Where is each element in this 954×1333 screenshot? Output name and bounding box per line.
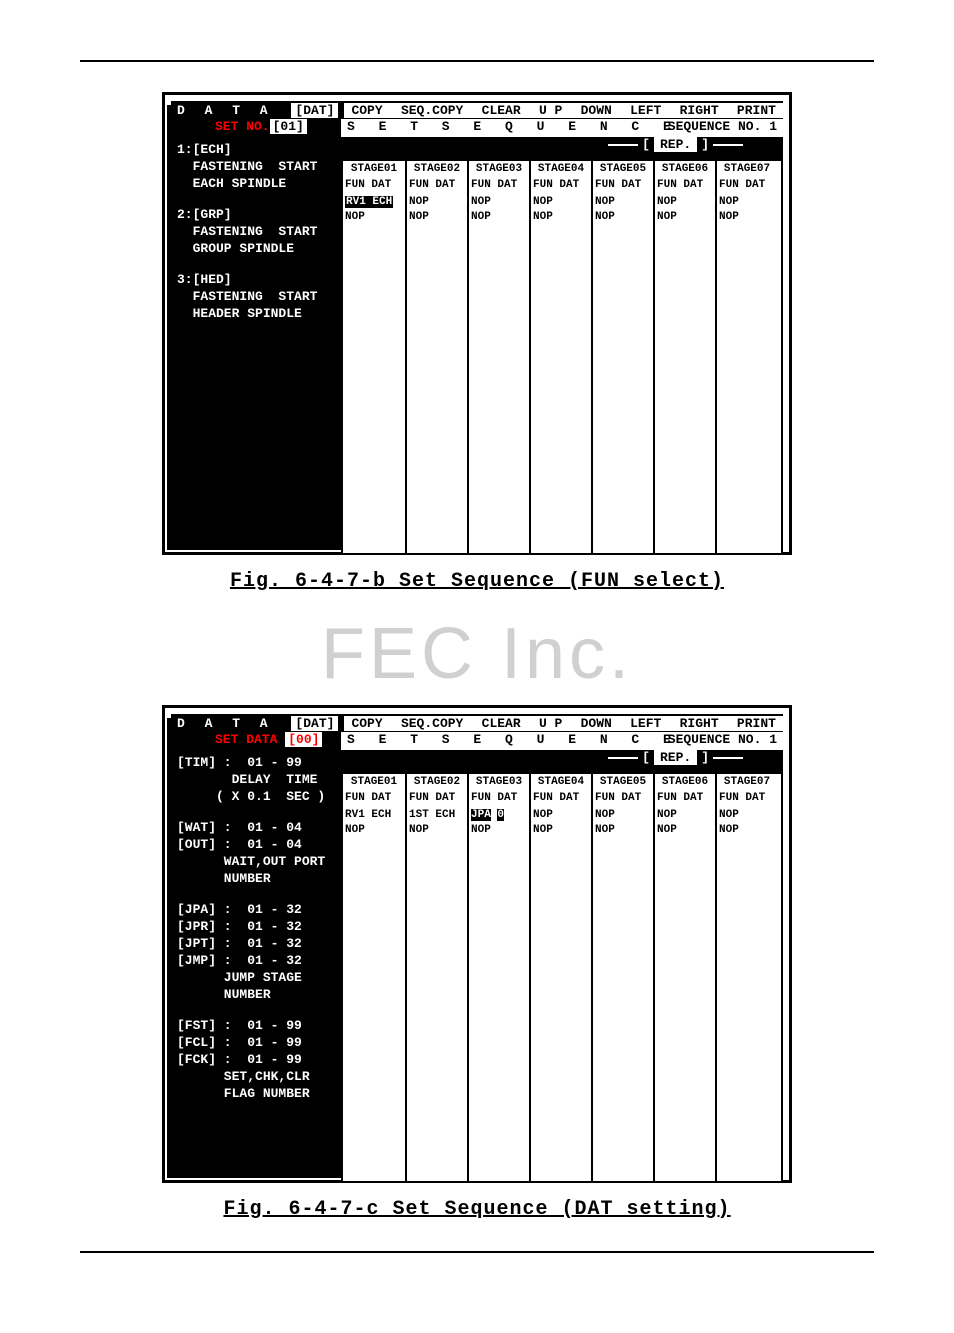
menu-right[interactable]: RIGHT (677, 716, 722, 731)
terminal-frame-2: D A T A [DAT] COPY SEQ.COPY CLEAR U P DO… (162, 705, 792, 1183)
menu-right[interactable]: RIGHT (677, 103, 722, 118)
seq-title-text: S E T S E Q U E N C E (347, 119, 679, 137)
menu-print[interactable]: PRINT (734, 716, 779, 731)
set-no: SET NO.[01] (171, 119, 341, 137)
terminal-2: D A T A [DAT] COPY SEQ.COPY CLEAR U P DO… (171, 714, 783, 1174)
menu-items: COPY SEQ.COPY CLEAR U P DOWN LEFT RIGHT … (344, 103, 783, 118)
rule-top (80, 60, 874, 62)
rule-bottom (80, 1251, 874, 1253)
menu-copy[interactable]: COPY (348, 716, 385, 731)
grid-wrap: [REP.] STAGE01STAGE02STAGE03STAGE04STAGE… (341, 137, 783, 546)
menu-title-tag: [DAT] (291, 716, 338, 731)
menu-clear[interactable]: CLEAR (479, 716, 524, 731)
rep-tag: [REP.] (608, 750, 743, 765)
seq-title-bar: S E T S E Q U E N C E SEQUENCE NO. 1 (341, 119, 783, 137)
sidebar: 1:[ECH] FASTENING START EACH SPINDLE2:[G… (171, 137, 341, 546)
rep-tag: [REP.] (608, 137, 743, 152)
row2: SET NO.[01] S E T S E Q U E N C E SEQUEN… (171, 119, 783, 137)
stage-grid: STAGE01STAGE02STAGE03STAGE04STAGE05STAGE… (341, 772, 783, 1183)
menu-seqcopy[interactable]: SEQ.COPY (398, 716, 466, 731)
menu-title: D A T A [DAT] (171, 716, 344, 731)
menubar: D A T A [DAT] COPY SEQ.COPY CLEAR U P DO… (171, 714, 783, 732)
menu-up[interactable]: U P (536, 716, 565, 731)
terminal-1: D A T A [DAT] COPY SEQ.COPY CLEAR U P DO… (171, 101, 783, 546)
menu-left[interactable]: LEFT (627, 716, 664, 731)
menu-items: COPY SEQ.COPY CLEAR U P DOWN LEFT RIGHT … (344, 716, 783, 731)
menu-seqcopy[interactable]: SEQ.COPY (398, 103, 466, 118)
menu-left[interactable]: LEFT (627, 103, 664, 118)
menu-copy[interactable]: COPY (348, 103, 385, 118)
body: [TIM] : 01 - 99 DELAY TIME ( X 0.1 SEC )… (171, 750, 783, 1174)
set-no-label: SET NO. (215, 119, 270, 134)
grid-body[interactable]: RV1 ECHNOP1ST ECHNOPJPA 0NOPNOPNOPNOPNOP… (343, 806, 781, 1181)
menu-title: D A T A [DAT] (171, 103, 344, 118)
menu-title-text: D A T A (177, 716, 274, 731)
watermark: FEC Inc. (0, 613, 954, 695)
grid-header: STAGE01STAGE02STAGE03STAGE04STAGE05STAGE… (343, 774, 781, 790)
menu-title-tag: [DAT] (291, 103, 338, 118)
menu-up[interactable]: U P (536, 103, 565, 118)
menu-down[interactable]: DOWN (578, 103, 615, 118)
set-data-label: SET DATA (215, 732, 277, 747)
seq-no-label: SEQUENCE NO. 1 (668, 732, 777, 747)
seq-title-bar: S E T S E Q U E N C E SEQUENCE NO. 1 (341, 732, 783, 750)
set-data-value[interactable]: [00] (285, 732, 322, 747)
grid-subheader: FUN DATFUN DATFUN DATFUN DATFUN DATFUN D… (343, 790, 781, 806)
seq-no-label: SEQUENCE NO. 1 (668, 119, 777, 134)
menu-clear[interactable]: CLEAR (479, 103, 524, 118)
rep-label: REP. (654, 750, 697, 765)
grid-header: STAGE01STAGE02STAGE03STAGE04STAGE05STAGE… (343, 161, 781, 177)
menubar: D A T A [DAT] COPY SEQ.COPY CLEAR U P DO… (171, 101, 783, 119)
menu-print[interactable]: PRINT (734, 103, 779, 118)
row2: SET DATA [00] S E T S E Q U E N C E SEQU… (171, 732, 783, 750)
caption-1: Fig. 6-4-7-b Set Sequence (FUN select) (0, 570, 954, 593)
seq-title-text: S E T S E Q U E N C E (347, 732, 679, 750)
terminal-frame-1: D A T A [DAT] COPY SEQ.COPY CLEAR U P DO… (162, 92, 792, 555)
grid-wrap: [REP.] STAGE01STAGE02STAGE03STAGE04STAGE… (341, 750, 783, 1174)
stage-grid: STAGE01STAGE02STAGE03STAGE04STAGE05STAGE… (341, 159, 783, 555)
grid-subheader: FUN DATFUN DATFUN DATFUN DATFUN DATFUN D… (343, 177, 781, 193)
set-no-value[interactable]: [01] (270, 119, 307, 134)
menu-title-text: D A T A (177, 103, 274, 118)
sidebar: [TIM] : 01 - 99 DELAY TIME ( X 0.1 SEC )… (171, 750, 341, 1174)
rep-label: REP. (654, 137, 697, 152)
caption-2: Fig. 6-4-7-c Set Sequence (DAT setting) (0, 1198, 954, 1221)
set-data: SET DATA [00] (171, 732, 341, 750)
body: 1:[ECH] FASTENING START EACH SPINDLE2:[G… (171, 137, 783, 546)
menu-down[interactable]: DOWN (578, 716, 615, 731)
grid-body[interactable]: RV1 ECHNOPNOPNOPNOPNOPNOPNOPNOPNOPNOPNOP… (343, 193, 781, 553)
